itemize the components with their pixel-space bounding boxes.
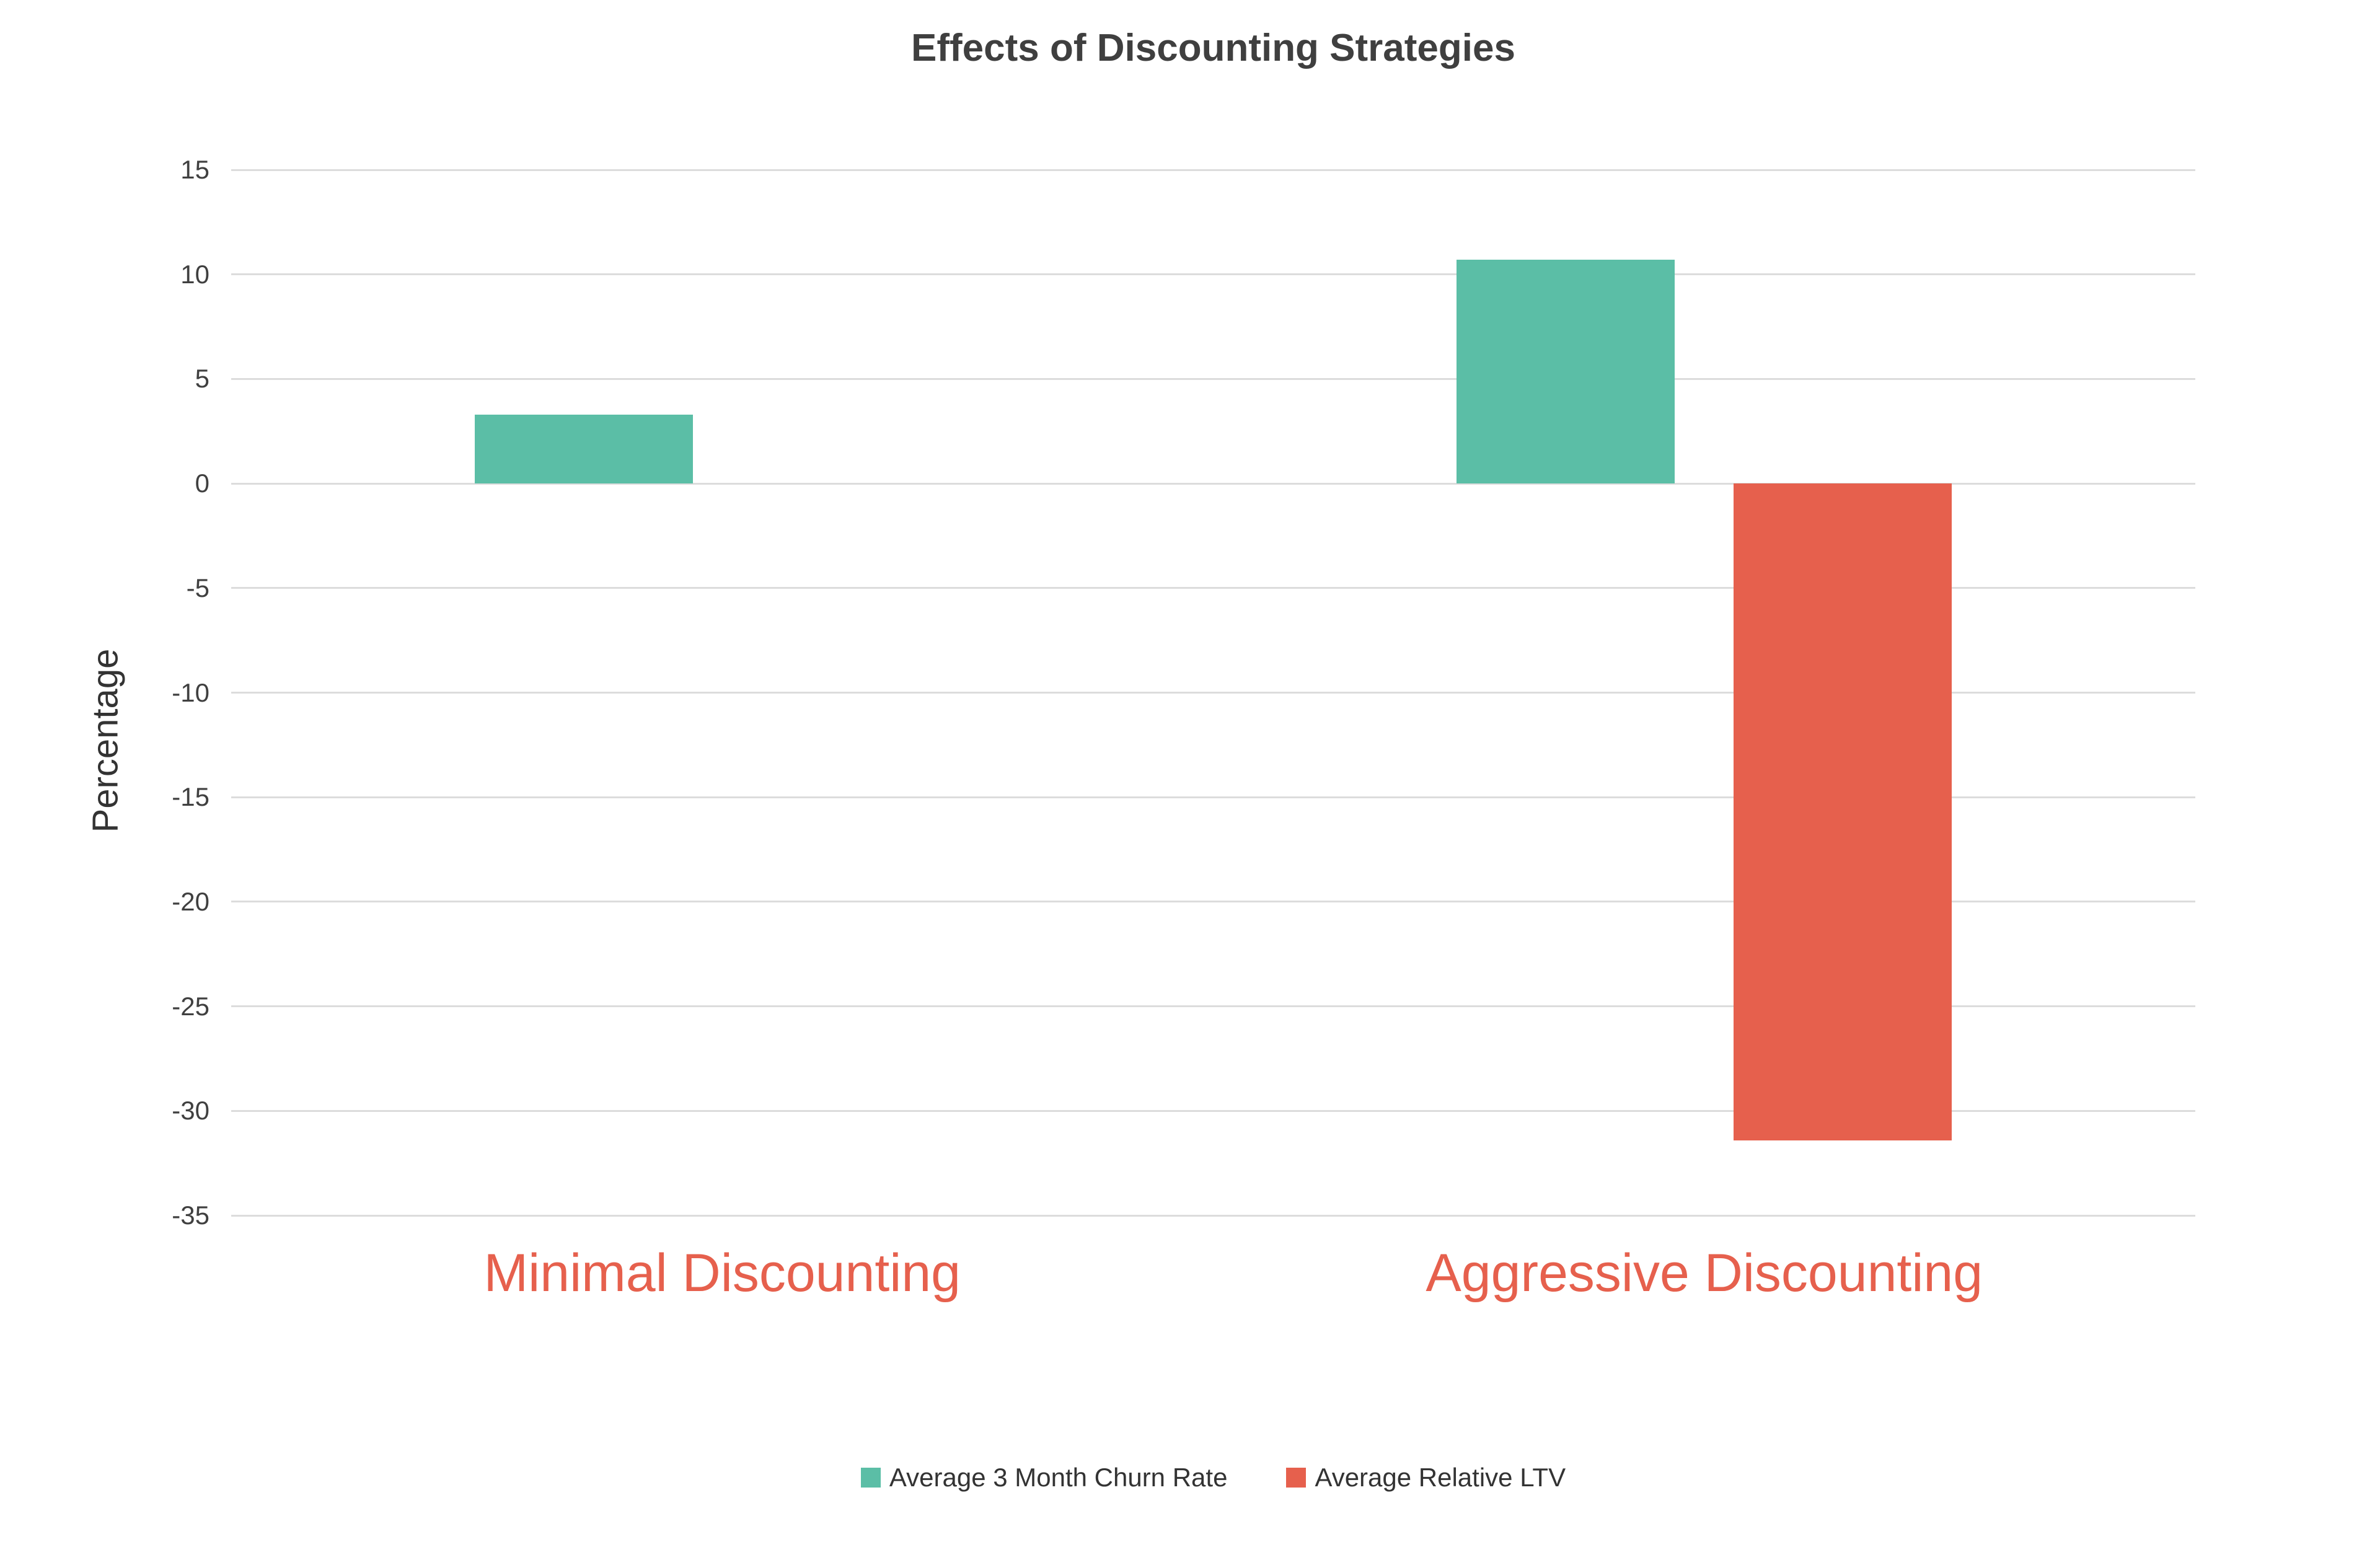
gridline xyxy=(231,796,2195,798)
legend-item-relative-ltv: Average Relative LTV xyxy=(1286,1463,1566,1492)
y-tick-label: -5 xyxy=(186,573,209,602)
category-label-aggressive-discounting: Aggressive Discounting xyxy=(1426,1243,1983,1303)
gridline xyxy=(231,692,2195,694)
y-tick-label: -20 xyxy=(172,886,209,916)
legend-item-churn-rate: Average 3 Month Churn Rate xyxy=(860,1463,1228,1492)
category-label-minimal-discounting: Minimal Discounting xyxy=(483,1243,961,1303)
bar-series0-cat0 xyxy=(474,414,693,484)
y-tick-label: -15 xyxy=(172,782,209,812)
gridline xyxy=(231,169,2195,171)
y-tick-label: -10 xyxy=(172,677,209,707)
y-tick-label: 0 xyxy=(195,469,209,498)
legend-label-churn-rate: Average 3 Month Churn Rate xyxy=(889,1463,1228,1492)
category-labels: Minimal Discounting Aggressive Discounti… xyxy=(231,1243,2195,1323)
y-axis-ticks: 15 10 5 0 -5 -10 -15 -20 -25 -30 -35 xyxy=(0,155,209,1230)
legend: Average 3 Month Churn Rate Average Relat… xyxy=(231,1463,2195,1492)
gridline xyxy=(231,1109,2195,1112)
gridline xyxy=(231,482,2195,485)
bar-series0-cat1 xyxy=(1457,260,1675,484)
gridline xyxy=(231,901,2195,903)
gridline xyxy=(231,1214,2195,1217)
y-tick-label: 15 xyxy=(180,155,209,184)
legend-swatch-churn-rate xyxy=(860,1468,881,1488)
gridline xyxy=(231,377,2195,380)
gridline xyxy=(231,273,2195,276)
y-tick-label: -30 xyxy=(172,1096,209,1126)
y-tick-label: 10 xyxy=(180,259,209,289)
legend-label-relative-ltv: Average Relative LTV xyxy=(1315,1463,1566,1492)
chart-title: Effects of Discounting Strategies xyxy=(911,27,1515,69)
gridline xyxy=(231,1005,2195,1008)
y-tick-label: -25 xyxy=(172,991,209,1021)
gridline xyxy=(231,587,2195,589)
y-tick-label: 5 xyxy=(195,364,209,394)
bar-series1-cat1 xyxy=(1734,483,1952,1140)
y-tick-label: -35 xyxy=(172,1201,209,1230)
plot-area xyxy=(231,169,2195,1217)
legend-swatch-relative-ltv xyxy=(1286,1468,1307,1488)
